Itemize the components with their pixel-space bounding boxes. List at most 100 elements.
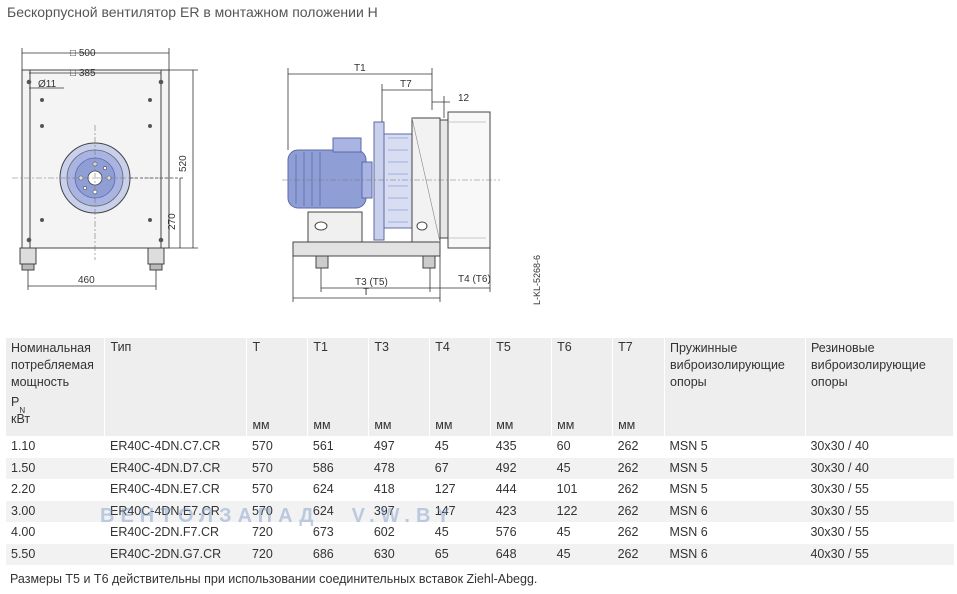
- cell-spring-mount: MSN 5: [664, 457, 806, 479]
- header-spring-mounts: Пружинные виброизолирующие опоры: [664, 338, 806, 436]
- header-type: Тип: [104, 338, 248, 436]
- cell-T7: 262: [617, 482, 639, 496]
- cell-T3: 478: [368, 457, 430, 479]
- dim-T3T5-label: T3 (T5): [355, 277, 388, 288]
- cell-spring-mount: MSN 6: [664, 543, 806, 565]
- cell-rubber-mount: 30x30 / 40: [805, 457, 954, 479]
- dim-520-label: 520: [178, 155, 189, 172]
- cell-T6: 45: [551, 543, 613, 565]
- cell-rubber-mount: 40x30 / 55: [805, 543, 954, 565]
- cell-spring-mount: MSN 6: [669, 525, 708, 539]
- cell-power: 4.00: [11, 525, 36, 539]
- cell-T5: 648: [490, 543, 552, 565]
- dim-500-label: □ 500: [70, 48, 96, 59]
- cell-T: 720: [251, 525, 273, 539]
- cell-T7: 262: [617, 439, 639, 453]
- cell-T1: 686: [307, 543, 369, 565]
- cell-rubber-mount: 30x30 / 55: [810, 482, 869, 496]
- cell-T6: 45: [556, 525, 571, 539]
- dim-270-label: 270: [167, 213, 178, 230]
- table-row: 1.50 ER40C-4DN.D7.CR 570 586 478 67 492 …: [6, 457, 954, 479]
- cell-T1: 624: [312, 482, 334, 496]
- front-view: □ 500 □ 385 Ø11 520 270 460: [12, 48, 198, 290]
- cell-T3: 602: [373, 525, 395, 539]
- header-power-symbol: PN: [11, 395, 26, 415]
- cell-T5: 444: [495, 482, 517, 496]
- dim-T1-label: T1: [354, 63, 366, 74]
- cell-type: ER40C-4DN.D7.CR: [104, 457, 247, 479]
- dim-11-label: Ø11: [38, 79, 57, 90]
- header-T4: T4 мм: [429, 338, 492, 436]
- dim-460-label: 460: [78, 275, 95, 286]
- cell-T7: 262: [612, 543, 665, 565]
- header-T5: T5 мм: [490, 338, 553, 436]
- dim-T7-label: T7: [400, 79, 412, 90]
- cell-T4: 147: [429, 500, 491, 522]
- header-power-label: Номинальная потребляемая мощность: [11, 341, 94, 389]
- drawing-code: L-KL-5268-6: [532, 255, 542, 305]
- header-power: Номинальная потребляемая мощность PN кВт: [6, 338, 106, 436]
- cell-T4: 45: [434, 439, 449, 453]
- footnote: Размеры T5 и T6 действительны при исполь…: [10, 572, 538, 586]
- cell-type: ER40C-4DN.E7.CR: [109, 482, 220, 496]
- cell-T: 570: [251, 482, 273, 496]
- cell-type: ER40C-2DN.F7.CR: [109, 525, 220, 539]
- specification-table: Номинальная потребляемая мощность PN кВт…: [6, 338, 955, 565]
- cell-T7: 262: [612, 500, 665, 522]
- page-title: Бескорпусной вентилятор ER в монтажном п…: [7, 4, 378, 20]
- cell-T6: 60: [556, 439, 571, 453]
- dim-385-label: □ 385: [70, 68, 96, 79]
- table-row: 5.50 ER40C-2DN.G7.CR 720 686 630 65 648 …: [6, 543, 954, 565]
- header-T1: T1 мм: [307, 338, 370, 436]
- table-header: Номинальная потребляемая мощность PN кВт…: [6, 338, 955, 436]
- cell-T: 570: [246, 457, 308, 479]
- cell-T7: 262: [612, 457, 665, 479]
- cell-T: 720: [246, 543, 308, 565]
- cell-rubber-mount: 30x30 / 55: [810, 525, 869, 539]
- cell-T6: 122: [551, 500, 613, 522]
- dim-T-label: T: [363, 287, 369, 298]
- header-rubber-mounts: Резиновые виброизолирующие опоры: [805, 338, 955, 436]
- header-T7: T7 мм: [612, 338, 666, 436]
- cell-T5: 435: [495, 439, 517, 453]
- cell-power: 3.00: [6, 500, 105, 522]
- cell-rubber-mount: 30x30 / 40: [810, 439, 869, 453]
- header-T6: T6 мм: [551, 338, 614, 436]
- cell-T3: 630: [368, 543, 430, 565]
- fan-technical-drawing: □ 500 □ 385 Ø11 520 270 460: [12, 48, 542, 305]
- cell-power: 1.50: [6, 457, 105, 479]
- cell-T3: 418: [373, 482, 395, 496]
- table-body: 1.10 ER40C-4DN.C7.CR 570 561 497 45 435 …: [6, 436, 954, 565]
- cell-T4: 65: [429, 543, 491, 565]
- table-row: 1.10 ER40C-4DN.C7.CR 570 561 497 45 435 …: [6, 436, 954, 458]
- cell-power: 1.10: [11, 439, 36, 453]
- cell-T6: 101: [556, 482, 578, 496]
- cell-T1: 561: [312, 439, 334, 453]
- cell-spring-mount: MSN 5: [669, 482, 708, 496]
- header-power-unit: кВт: [11, 411, 31, 426]
- cell-spring-mount: MSN 5: [669, 439, 708, 453]
- cell-rubber-mount: 30x30 / 55: [805, 500, 954, 522]
- cell-T: 570: [251, 439, 273, 453]
- cell-T4: 127: [434, 482, 456, 496]
- dim-T4T6-label: T4 (T6): [458, 274, 491, 285]
- cell-T4: 45: [434, 525, 449, 539]
- cell-T4: 67: [429, 457, 491, 479]
- table-row: 3.00 ER40C-4DN.E7.CR 570 624 397 147 423…: [6, 500, 954, 522]
- table-row: 4.00 ER40C-2DN.F7.CR 720 673 602 45 576 …: [6, 522, 954, 544]
- cell-T1: 624: [307, 500, 369, 522]
- cell-T3: 397: [368, 500, 430, 522]
- cell-spring-mount: MSN 6: [664, 500, 806, 522]
- cell-T7: 262: [617, 525, 639, 539]
- table-header-row: Номинальная потребляемая мощность PN кВт…: [6, 338, 955, 436]
- cell-T5: 492: [490, 457, 552, 479]
- cell-T1: 673: [312, 525, 334, 539]
- cell-T6: 45: [551, 457, 613, 479]
- cell-type: ER40C-2DN.G7.CR: [104, 543, 247, 565]
- cell-T5: 423: [490, 500, 552, 522]
- cell-power: 2.20: [11, 482, 36, 496]
- side-view: T1 T7 12 T3 (T5) T4 (T6) T L-KL-5268-6: [282, 63, 542, 305]
- dim-12-label: 12: [458, 93, 470, 104]
- cell-T5: 576: [495, 525, 517, 539]
